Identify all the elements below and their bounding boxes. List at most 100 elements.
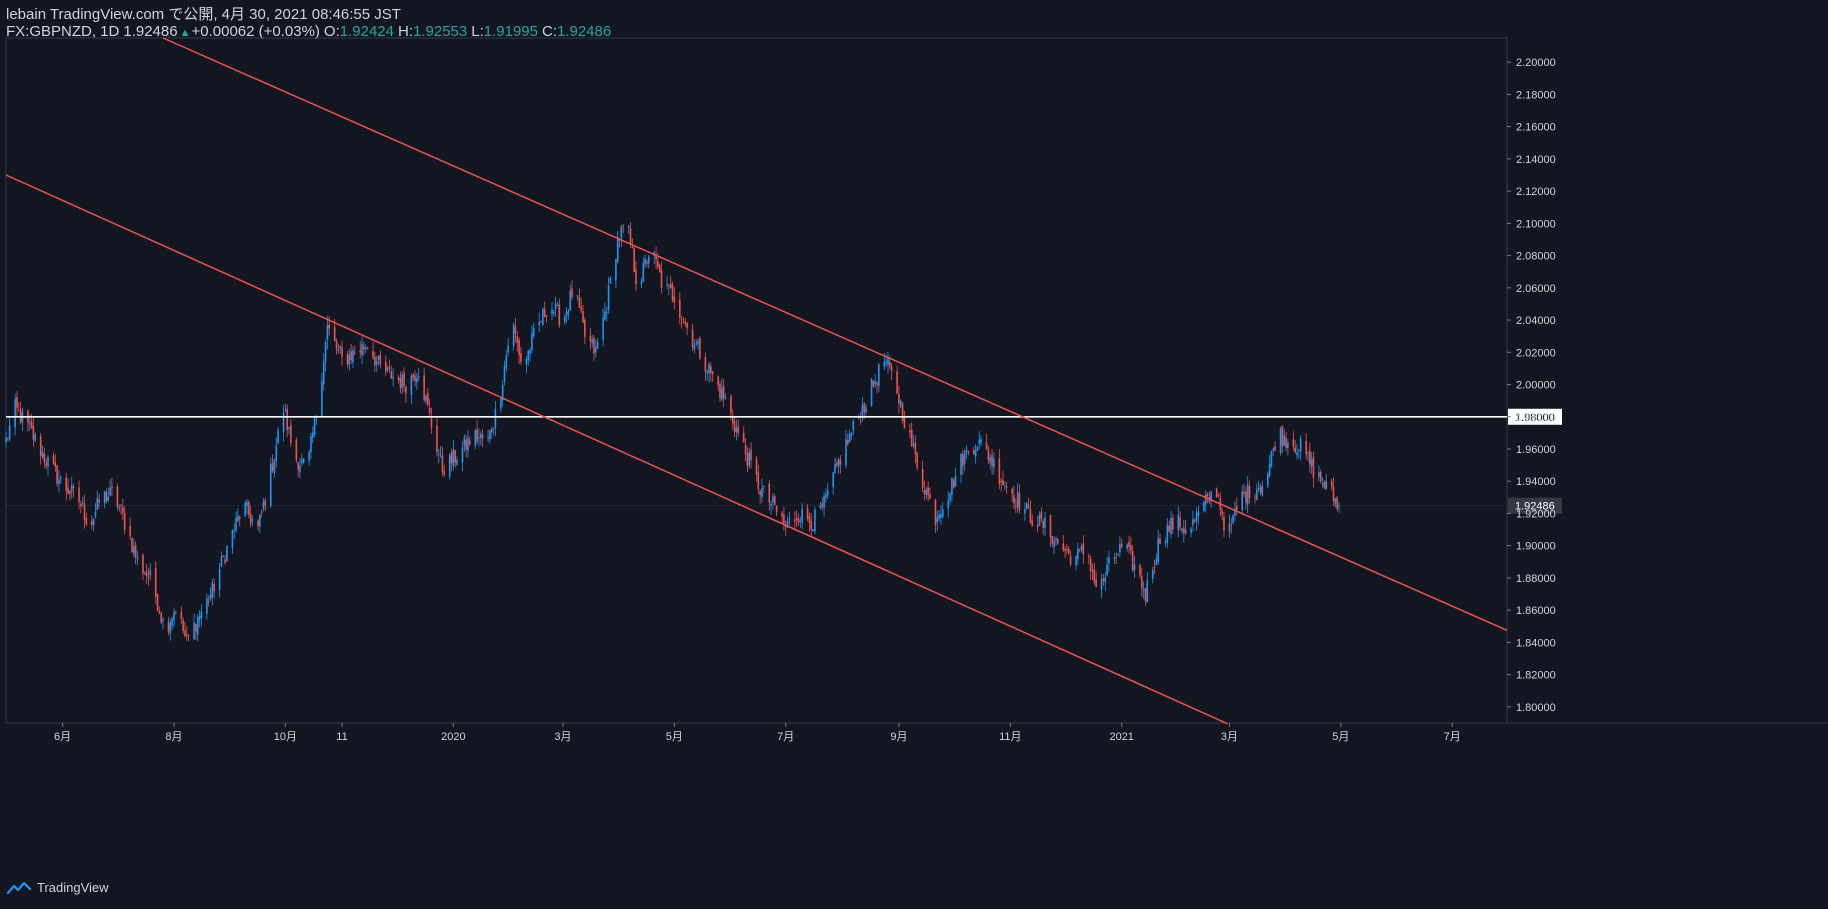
candle-body bbox=[322, 361, 325, 385]
footer-brand[interactable]: TradingView bbox=[37, 880, 109, 895]
candle-body bbox=[364, 347, 367, 349]
candle-body bbox=[927, 487, 929, 496]
symbol-label[interactable]: FX:GBPNZD, 1D bbox=[6, 23, 120, 40]
candle-body bbox=[978, 439, 981, 445]
candle-body bbox=[898, 394, 900, 404]
candle-body bbox=[260, 511, 263, 513]
candle-body bbox=[755, 458, 758, 475]
candle-body bbox=[248, 502, 250, 515]
candle-body bbox=[65, 477, 68, 491]
candle-body bbox=[67, 487, 69, 495]
x-tick-label: 7月 bbox=[1444, 731, 1461, 743]
candle-body bbox=[616, 236, 619, 262]
candle-body bbox=[847, 439, 849, 444]
candle-body bbox=[1221, 510, 1223, 515]
candle-body bbox=[1283, 435, 1286, 446]
candle-body bbox=[748, 452, 750, 466]
chart-pane[interactable] bbox=[5, 37, 1828, 724]
candle-body bbox=[308, 451, 310, 461]
candle-body bbox=[14, 399, 16, 428]
candle-body bbox=[722, 385, 725, 399]
candle-body bbox=[1024, 509, 1026, 514]
candle-body bbox=[1062, 543, 1065, 550]
candle-body bbox=[1000, 480, 1002, 483]
candle-body bbox=[1095, 579, 1097, 588]
candle-body bbox=[993, 458, 995, 468]
candle-body bbox=[169, 622, 172, 634]
candle-body bbox=[870, 379, 873, 406]
candle-body bbox=[972, 449, 975, 455]
candle-body bbox=[1067, 548, 1070, 554]
candle-body bbox=[954, 475, 957, 486]
candle-body bbox=[1230, 525, 1233, 527]
candle-body bbox=[116, 486, 119, 508]
candle-body bbox=[889, 362, 891, 367]
candle-body bbox=[684, 322, 687, 324]
candle-body bbox=[578, 296, 581, 308]
candle-body bbox=[1184, 529, 1187, 534]
tradingview-cloud-icon[interactable] bbox=[6, 881, 32, 895]
candle-body bbox=[737, 426, 740, 434]
candle-body bbox=[105, 491, 108, 502]
candle-body bbox=[1285, 437, 1287, 448]
candle-body bbox=[848, 433, 851, 442]
y-tick-label: 2.14000 bbox=[1516, 154, 1556, 166]
candle-body bbox=[321, 381, 323, 418]
price-axis[interactable]: 2.20000 2.18000 2.16000 2.14000 2.12000 2.100… bbox=[1507, 57, 1556, 714]
candle-body bbox=[224, 559, 226, 563]
candle-body bbox=[1080, 545, 1083, 550]
candle-body bbox=[1248, 486, 1251, 499]
candle-body bbox=[1088, 556, 1090, 558]
candle-body bbox=[516, 336, 519, 343]
candle-body bbox=[1056, 539, 1059, 544]
last-price: 1.92486 bbox=[123, 23, 178, 40]
candle-body bbox=[680, 318, 683, 320]
candle-body bbox=[1016, 492, 1019, 508]
candle-body bbox=[1274, 446, 1276, 451]
candle-body bbox=[118, 507, 121, 509]
candle-body bbox=[83, 503, 86, 520]
candle-body bbox=[131, 538, 133, 552]
candle-body bbox=[1245, 492, 1247, 503]
candle-body bbox=[609, 277, 612, 284]
candle-body bbox=[180, 611, 183, 619]
price-change: +0.00062 (+0.03%) bbox=[191, 23, 320, 40]
candle-body bbox=[302, 458, 305, 463]
candle-body bbox=[1108, 557, 1110, 564]
candle-body bbox=[1318, 472, 1320, 478]
candle-body bbox=[222, 556, 225, 558]
candle-body bbox=[1266, 473, 1269, 486]
candle-body bbox=[1004, 485, 1006, 487]
candle-body bbox=[386, 366, 389, 371]
trend-line bbox=[162, 37, 1508, 632]
candle-body bbox=[246, 501, 248, 506]
candle-body bbox=[622, 224, 624, 226]
candle-body bbox=[122, 507, 124, 514]
candle-body bbox=[1051, 535, 1054, 544]
candle-body bbox=[1272, 448, 1275, 451]
candle-body bbox=[184, 630, 186, 636]
candle-body bbox=[545, 315, 548, 317]
candle-body bbox=[465, 440, 467, 450]
candle-body bbox=[542, 308, 544, 325]
candle-body bbox=[1261, 486, 1264, 495]
candle-body bbox=[543, 309, 546, 317]
candle-body bbox=[1254, 497, 1256, 499]
candle-body bbox=[1296, 452, 1298, 456]
chart-header: lebain TradingView.com で公開, 4月 30, 2021 … bbox=[6, 6, 615, 42]
candle-body bbox=[1206, 493, 1209, 496]
x-tick-label: 7月 bbox=[777, 731, 794, 743]
candle-body bbox=[503, 366, 506, 382]
candle-body bbox=[591, 339, 593, 344]
candle-body bbox=[94, 511, 97, 517]
candle-body bbox=[123, 512, 126, 530]
candle-body bbox=[883, 361, 886, 367]
candle-body bbox=[556, 304, 559, 306]
candle-body bbox=[34, 434, 37, 441]
candle-body bbox=[1179, 517, 1181, 527]
time-axis[interactable]: 6月 8月 10月 11 2020 3月 5月 7月 9月 11月 2021 3月 5月 7月 bbox=[54, 723, 1461, 743]
candle-body bbox=[401, 374, 404, 388]
x-tick-label: 5月 bbox=[666, 731, 683, 743]
candle-body bbox=[1338, 505, 1340, 507]
